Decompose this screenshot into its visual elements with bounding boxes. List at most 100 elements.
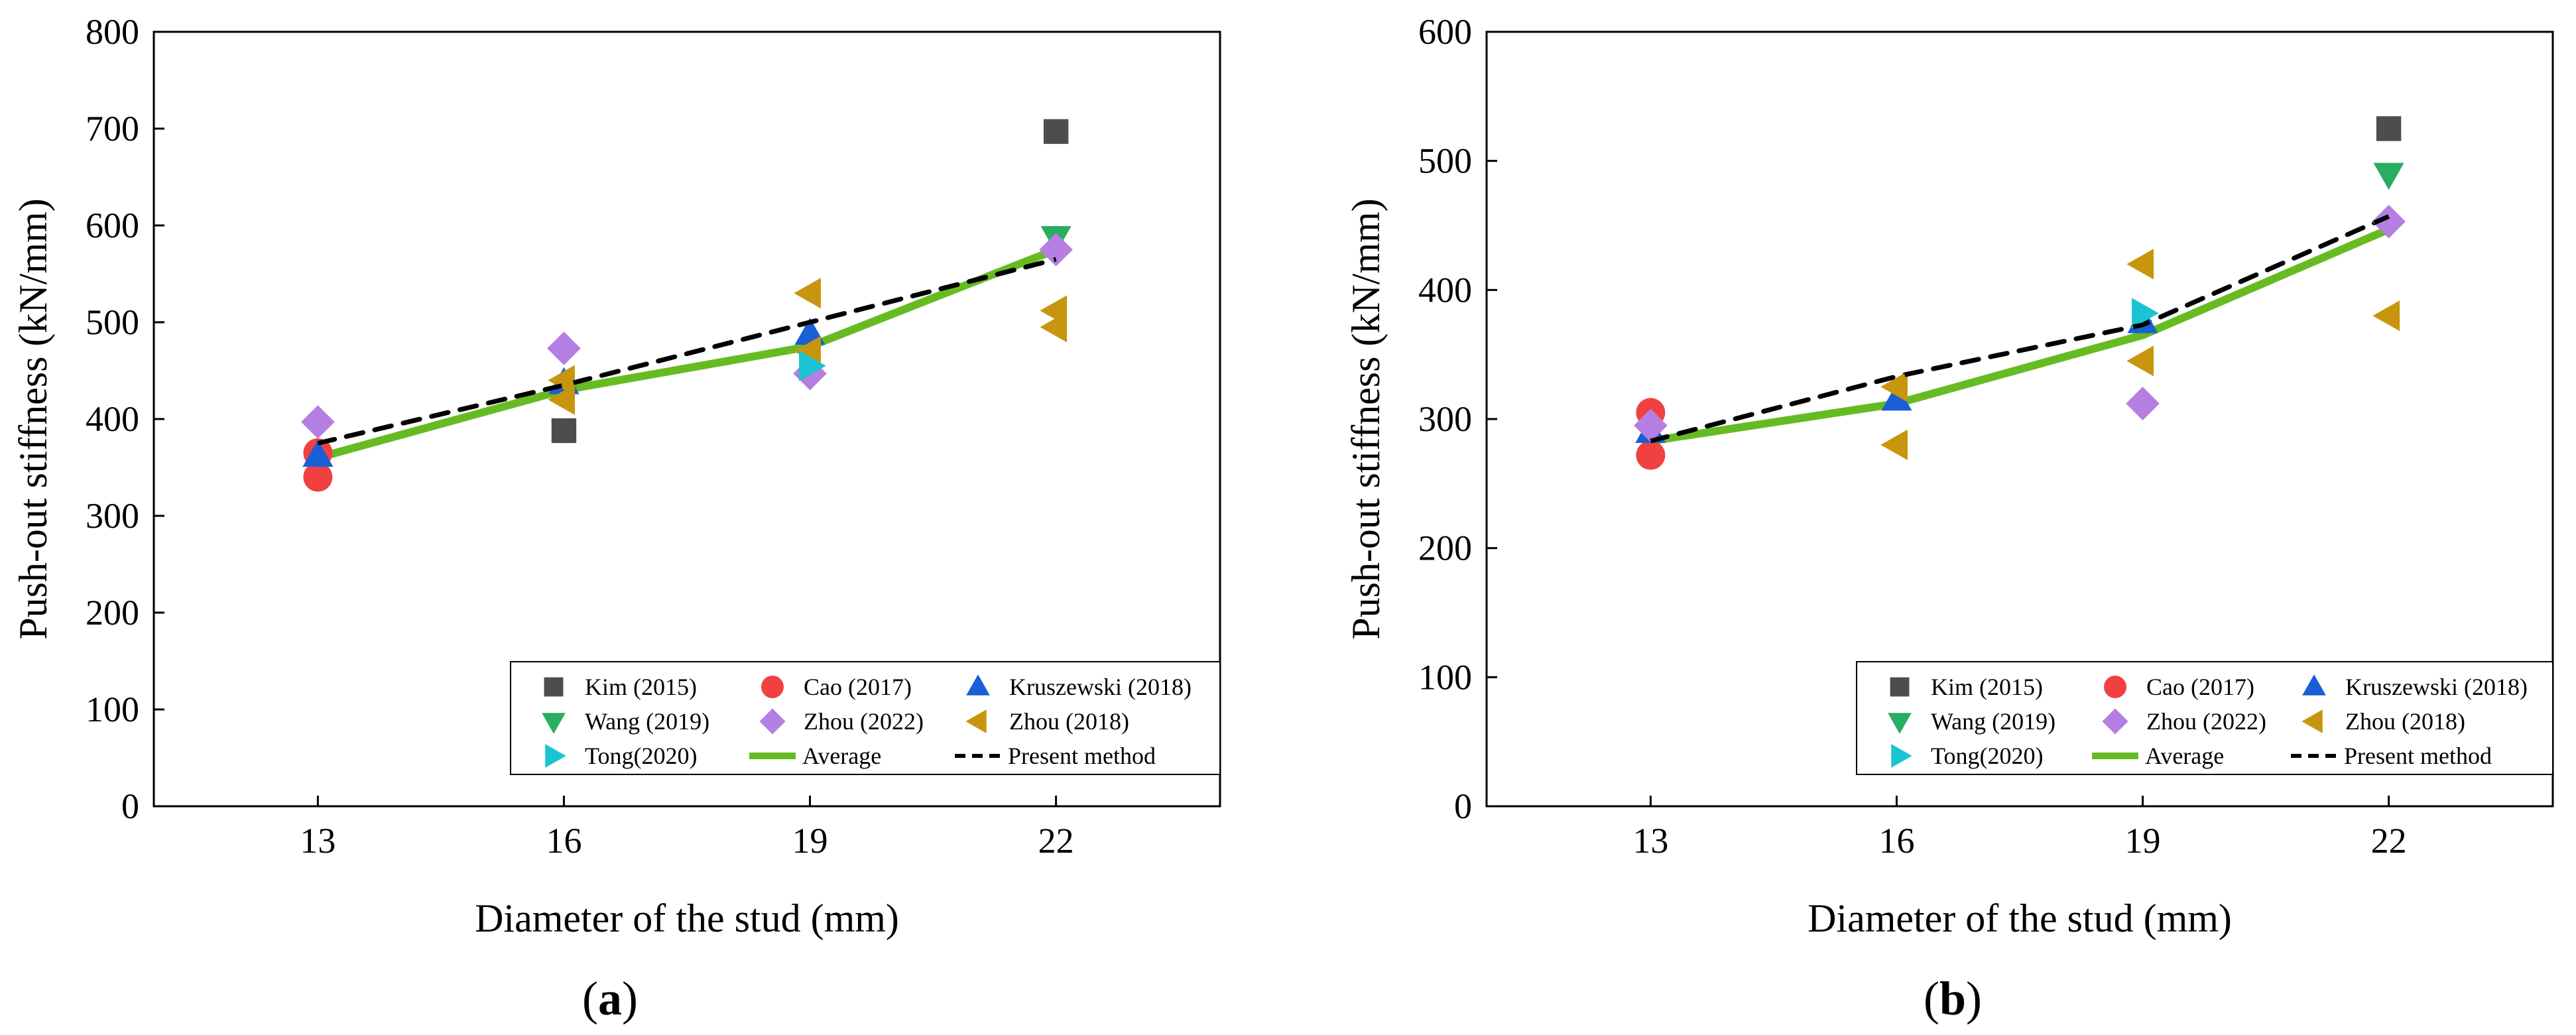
x-tick-label: 16 [1878,821,1914,861]
legend-label: Zhou (2022) [804,708,924,735]
legend-label: Tong(2020) [585,743,697,769]
caption-letter: a [598,972,622,1025]
legend-symbol [2104,676,2126,698]
legend-symbol [2302,674,2326,696]
legend-label: Present method [2344,743,2492,769]
legend-symbol [2301,709,2323,733]
y-tick-label: 200 [1418,528,1472,568]
caption-close-paren: ) [622,972,638,1025]
x-tick-label: 13 [1632,821,1668,861]
data-point-zhou-2018 [548,365,575,396]
legend-entry-wang-2019: Wang (2019) [542,708,709,735]
legend-entry-wang-2019: Wang (2019) [1888,708,2055,735]
legend: Kim (2015) Cao (2017) Kruszewski (2018) Wan… [510,661,1221,775]
x-tick-label: 22 [1038,821,1074,861]
legend-entry-zhou-2018: Zhou (2018) [965,708,1129,735]
data-point-zhou-2022 [1634,408,1668,443]
legend-entry-zhou-2022: Zhou (2022) [2102,708,2266,735]
y-tick-label: 200 [86,593,139,633]
data-point-zhou-2018 [1880,371,1908,402]
series-line-overlay-present-method [1650,214,2390,444]
y-tick-label: 300 [1418,399,1472,439]
legend-symbol [759,708,786,735]
legend-entry-cao-2017: Cao (2017) [761,674,912,700]
legend-symbol [965,709,987,733]
data-point-kruszewski-2018 [1881,383,1912,411]
x-tick-label: 13 [300,821,336,861]
legend-label: Zhou (2018) [2345,708,2465,735]
y-tick-label: 400 [1418,270,1472,310]
legend-entry-kruszewski-2018: Kruszewski (2018) [2302,674,2528,700]
data-point-tong-2020 [2132,298,2159,329]
legend-entry-kim-2015: Kim (2015) [544,674,697,700]
y-tick-label: 800 [86,12,139,52]
data-point-kruszewski-2018 [302,440,334,467]
y-tick-label: 600 [86,206,139,245]
y-axis-title: Push-out stiffness (kN/mm) [11,198,55,640]
legend-entry-tong-2020: Tong(2020) [1891,743,2043,769]
legend-box [510,661,1221,775]
legend-label: Kruszewski (2018) [1009,674,1192,700]
chart-panel-b: 13 16 19 22 0 100 200 300 400 500 600 Kim (2015) C… [1344,12,2554,1025]
legend-entry-zhou-2018: Zhou (2018) [2301,708,2465,735]
legend-label: Tong(2020) [1931,743,2043,769]
caption-open-paren: ( [1924,972,1939,1025]
y-tick-label: 600 [1418,12,1472,52]
data-point-kim-2015 [1043,119,1069,145]
legend-symbol [966,674,990,696]
caption-close-paren: ) [1966,972,1982,1025]
series-line-average [314,245,1060,462]
y-tick-label: 0 [1454,786,1472,826]
series-line-overlay-present-method [317,257,1057,446]
legend-entry-average: Average [749,743,881,769]
data-point-zhou-2018 [2372,300,2400,332]
legend-label: Cao (2017) [804,674,912,700]
y-tick-label: 500 [1418,141,1472,181]
data-point-zhou-2018 [1040,295,1068,326]
legend: Kim (2015) Cao (2017) Kruszewski (2018) Wan… [1856,661,2553,775]
legend-symbol [1888,713,1912,734]
x-tick-label: 19 [2125,821,2161,861]
data-point-kim-2015 [551,418,577,444]
data-point-zhou-2022 [547,332,581,365]
data-point-zhou-2018 [548,384,575,415]
x-tick-label: 22 [2371,821,2407,861]
legend-label: Average [802,743,881,769]
legend-entry-present-method: Present method [955,743,1156,769]
series-line-average [1646,225,2393,446]
legend-label: Kim (2015) [1931,674,2043,700]
data-point-zhou-2018 [2126,345,2154,377]
y-tick-label: 100 [1418,657,1472,697]
legend-label: Kruszewski (2018) [2345,674,2528,700]
x-axis-title: Diameter of the stud (mm) [1808,896,2232,940]
legend-label: Cao (2017) [2146,674,2254,700]
caption-letter: b [1939,972,1966,1025]
y-axis-title: Push-out stiffness (kN/mm) [1344,198,1388,640]
legend-entry-cao-2017: Cao (2017) [2104,674,2254,700]
data-point-cao-2017 [303,462,333,492]
legend-label: Zhou (2022) [2146,708,2266,735]
caption-open-paren: ( [582,972,598,1025]
x-tick-label: 16 [546,821,582,861]
y-tick-label: 400 [86,399,139,439]
data-point-wang-2019 [2373,162,2404,190]
legend-entry-kruszewski-2018: Kruszewski (2018) [966,674,1192,700]
legend-entry-average: Average [2092,743,2224,769]
y-tick-label: 100 [86,690,139,729]
x-tick-label: 19 [792,821,828,861]
data-point-tong-2020 [799,350,826,381]
legend-symbol [544,677,564,697]
legend-entry-zhou-2022: Zhou (2022) [759,708,924,735]
y-tick-label: 300 [86,496,139,536]
data-point-cao-2017 [1636,440,1666,470]
data-point-zhou-2018 [794,335,822,367]
y-tick-label: 500 [86,302,139,342]
legend-symbol [761,676,784,698]
data-point-zhou-2022 [301,405,335,439]
legend-entry-kim-2015: Kim (2015) [1890,674,2043,700]
data-point-zhou-2018 [2126,249,2154,280]
x-axis-title: Diameter of the stud (mm) [475,896,899,940]
data-point-zhou-2018 [794,278,822,309]
legend-label: Present method [1008,743,1156,769]
